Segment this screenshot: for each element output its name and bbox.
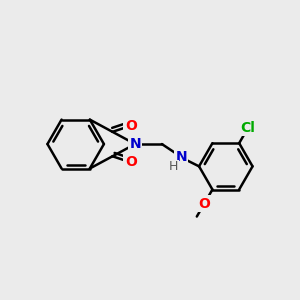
Text: N: N (129, 137, 141, 151)
Text: O: O (125, 119, 137, 133)
Text: H: H (169, 160, 178, 173)
Text: O: O (125, 155, 137, 170)
Text: N: N (176, 150, 187, 164)
Text: O: O (198, 197, 210, 211)
Text: Cl: Cl (241, 121, 256, 135)
